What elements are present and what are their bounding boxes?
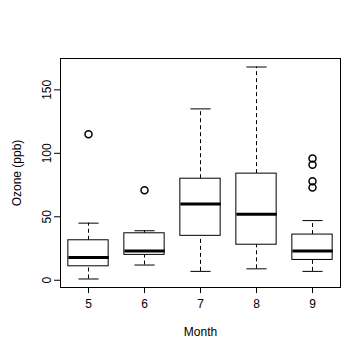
svg-text:8: 8 [253,297,260,311]
svg-text:6: 6 [141,297,148,311]
svg-text:5: 5 [85,297,92,311]
svg-text:150: 150 [40,80,54,100]
svg-text:Month: Month [184,325,217,339]
svg-text:100: 100 [40,143,54,163]
svg-text:50: 50 [40,210,54,224]
svg-text:9: 9 [309,297,316,311]
svg-text:0: 0 [40,277,54,284]
svg-text:Ozone (ppb): Ozone (ppb) [10,140,24,207]
svg-text:7: 7 [197,297,204,311]
